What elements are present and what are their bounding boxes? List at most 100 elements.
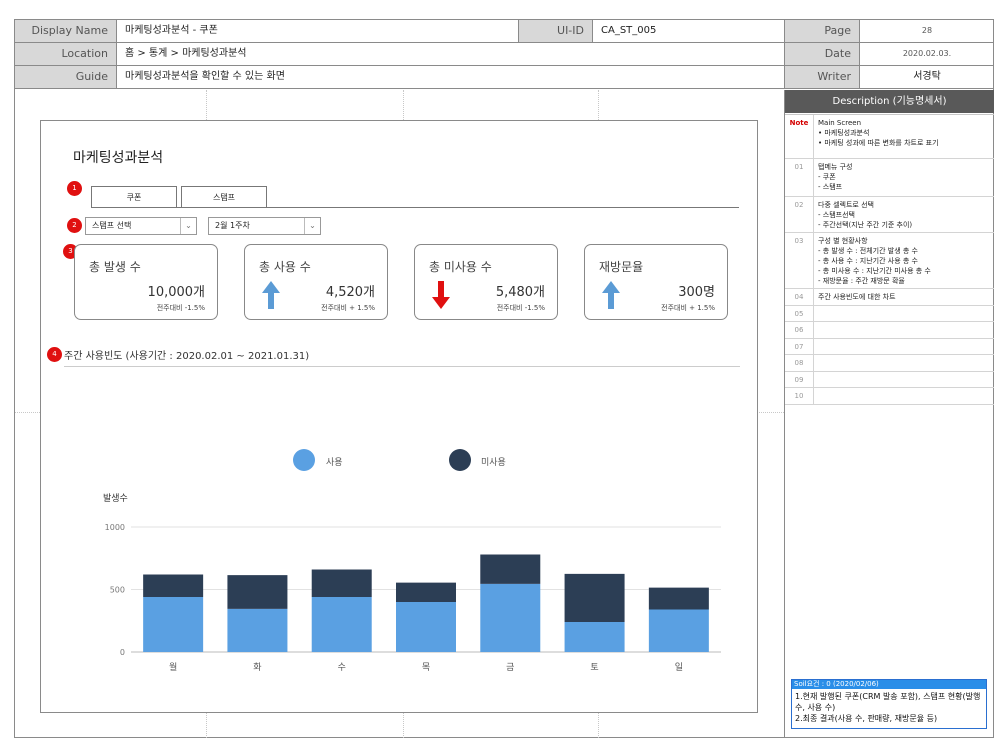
description-row-number: 04 — [785, 289, 814, 305]
memo-body: 1.현재 발행된 쿠폰(CRM 발송 포함), 스탬프 현황(발행수, 사용 수… — [795, 692, 981, 723]
description-row-text — [814, 339, 994, 345]
bar-used — [564, 622, 625, 652]
stat-card-total-used: 총 사용 수 4,520개 전주대비 + 1.5% — [244, 244, 388, 320]
tab-stamp[interactable]: 스탬프 — [181, 186, 267, 208]
description-row-number: 02 — [785, 197, 814, 232]
page-title: 마케팅성과분석 — [73, 150, 164, 166]
y-tick-label: 500 — [110, 586, 125, 595]
week-select[interactable]: 2월 1주차 ⌄ — [208, 217, 321, 235]
arrow-down-icon — [432, 281, 450, 309]
description-row: 03 구성 별 현황사항 - 총 발생 수 : 전체기간 발생 총 수 - 총 사… — [785, 233, 994, 289]
description-row: 01 탭메뉴 구성 - 쿠폰 - 스탬프 — [785, 159, 994, 197]
card-value: 5,480개 — [495, 285, 545, 300]
arrow-up-icon — [602, 281, 620, 309]
description-row-text — [814, 388, 994, 394]
description-row-text — [814, 355, 994, 361]
bar-unused — [564, 573, 625, 622]
badge-2: 2 — [67, 218, 82, 233]
description-row-text: 다중 셀렉트로 선택 - 스탬프선택 - 주간선택(지난 주간 기준 추이) — [818, 201, 913, 229]
description-row-number: 06 — [785, 322, 814, 338]
x-tick-label: 금 — [506, 662, 514, 673]
bar-used — [396, 602, 456, 652]
week-select-value: 2월 1주차 — [215, 221, 250, 230]
bar-used — [648, 609, 709, 652]
arrow-up-icon — [262, 281, 280, 309]
stat-card-total-issued: 총 발생 수 10,000개 전주대비 -1.5% — [74, 244, 218, 320]
location-label: Location — [15, 43, 117, 66]
page-value: 28 — [860, 20, 994, 43]
card-value: 4,520개 — [325, 285, 375, 300]
description-row-text: 주간 사용빈도에 대한 차트 — [818, 293, 896, 301]
bar-unused — [396, 582, 456, 602]
bar-used — [480, 583, 541, 652]
spec-frame — [14, 19, 994, 738]
uiid-label: UI-ID — [519, 20, 593, 43]
description-row-text: 구성 별 현황사항 - 총 발생 수 : 전체기간 발생 총 수 - 총 사용 … — [818, 237, 931, 285]
description-row: Note Main Screen • 마케팅성과분석 • 마케팅 성과에 따른 변… — [785, 115, 994, 159]
description-row: 07 — [785, 339, 994, 355]
description-row-number: Note — [785, 115, 814, 158]
card-change: 전주대비 -1.5% — [156, 304, 205, 312]
card-value: 300명 — [678, 285, 715, 300]
guide-label: Guide — [15, 66, 117, 89]
bar-unused — [227, 575, 288, 609]
description-row-number: 01 — [785, 159, 814, 196]
guide-value: 마케팅성과분석을 확인할 수 있는 화면 — [117, 66, 785, 89]
tab-coupon[interactable]: 쿠폰 — [91, 186, 177, 208]
bar-unused — [648, 587, 709, 610]
date-label: Date — [785, 43, 860, 66]
legend-unused-swatch — [449, 449, 471, 471]
x-tick-label: 목 — [422, 662, 430, 673]
description-row: 09 — [785, 372, 994, 388]
x-tick-label: 토 — [590, 663, 598, 673]
bar-used — [143, 597, 204, 652]
stat-card-total-unused: 총 미사용 수 5,480개 전주대비 -1.5% — [414, 244, 558, 320]
card-change: 전주대비 + 1.5% — [321, 304, 375, 312]
description-row-number: 09 — [785, 372, 814, 387]
writer-value: 서경탁 — [860, 66, 994, 89]
legend-used-label: 사용 — [326, 458, 343, 468]
x-tick-label: 화 — [253, 662, 261, 673]
page-label: Page — [785, 20, 860, 43]
card-label: 총 사용 수 — [259, 260, 311, 274]
y-tick-label: 1000 — [105, 523, 125, 532]
bar-unused — [480, 554, 541, 584]
description-row: 04 주간 사용빈도에 대한 차트 — [785, 289, 994, 306]
y-axis-label: 발생수 — [103, 493, 128, 504]
writer-label: Writer — [785, 66, 860, 89]
description-row-number: 05 — [785, 306, 814, 321]
card-label: 총 발생 수 — [89, 260, 141, 274]
description-row: 10 — [785, 388, 994, 405]
bar-unused — [143, 574, 204, 597]
card-change: 전주대비 + 1.5% — [661, 304, 715, 312]
memo-box: Soil요건 : 0 (2020/02/06) 1.현재 발행된 쿠폰(CRM … — [791, 679, 987, 729]
bar-used — [311, 597, 372, 652]
bar-used — [227, 608, 288, 652]
y-tick-label: 0 — [120, 648, 125, 657]
description-row-text — [814, 306, 994, 312]
x-tick-label: 월 — [169, 661, 177, 673]
card-label: 총 미사용 수 — [429, 260, 492, 274]
card-change: 전주대비 -1.5% — [496, 304, 545, 312]
description-row-number: 03 — [785, 233, 814, 288]
uiid-value: CA_ST_005 — [593, 20, 785, 43]
description-row-number: 08 — [785, 355, 814, 371]
description-row-text — [814, 372, 994, 378]
usage-chart: 발생수 0 500 1000 월 화 수 목 금 토 일 — [103, 493, 721, 673]
x-tick-label: 일 — [675, 662, 683, 673]
display-name-label: Display Name — [15, 20, 117, 43]
chevron-down-icon: ⌄ — [304, 218, 320, 234]
sidebar-divider — [784, 90, 785, 738]
location-value: 홈 > 통계 > 마케팅성과분석 — [117, 43, 785, 66]
legend-used-swatch — [293, 449, 315, 471]
x-tick-label: 수 — [338, 662, 346, 673]
description-row-number: 07 — [785, 339, 814, 354]
section-title: 주간 사용빈도 (사용기간 : 2020.02.01 ~ 2021.01.31) — [64, 351, 310, 362]
description-row-text: 탭메뉴 구성 - 쿠폰 - 스탬프 — [818, 163, 853, 191]
stamp-select[interactable]: 스탬프 선택 ⌄ — [85, 217, 197, 235]
card-value: 10,000개 — [147, 285, 205, 300]
description-row-text: Main Screen • 마케팅성과분석 • 마케팅 성과에 따른 변화를 차… — [818, 119, 939, 147]
badge-1: 1 — [67, 181, 82, 196]
bar-unused — [311, 569, 372, 597]
description-row-number: 10 — [785, 388, 814, 404]
